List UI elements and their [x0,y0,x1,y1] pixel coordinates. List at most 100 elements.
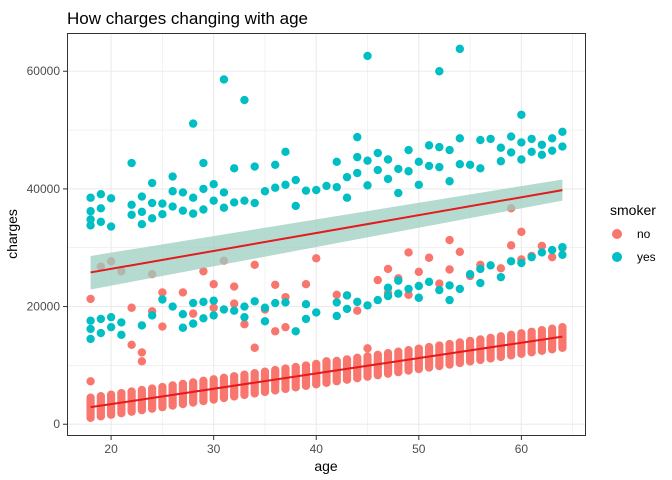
data-point-yes [106,194,116,203]
data-point-no [127,340,136,350]
data-point-no [383,349,393,358]
data-point-yes [301,300,311,309]
data-point-yes [291,175,300,185]
data-point-yes [96,204,106,213]
data-point-yes [260,303,270,312]
data-point-yes [435,67,444,76]
data-point-yes [209,311,218,320]
data-point-yes [476,135,485,145]
x-tick-label: 60 [515,442,529,456]
data-point-no [250,343,259,352]
data-point-no [332,356,341,366]
data-point-yes [188,298,198,308]
data-point-no [353,353,362,363]
data-point-no [486,333,495,343]
legend-title: smoker [610,202,656,218]
data-point-yes [158,295,167,304]
data-point-yes [558,142,567,151]
data-point-yes [168,172,177,181]
data-point-yes [240,95,249,105]
data-point-no [158,382,167,392]
data-point-yes [445,281,454,290]
data-point-yes [537,150,547,159]
data-point-no [435,279,444,288]
data-point-yes [147,311,157,320]
data-point-yes [383,283,393,292]
data-point-yes [178,323,188,332]
data-point-no [496,332,506,341]
data-point-no [445,235,454,245]
data-point-yes [394,164,403,174]
data-point-no [281,364,290,373]
data-point-no [558,322,567,332]
data-point-yes [414,293,424,302]
data-point-no [414,344,424,353]
data-point-yes [342,304,352,314]
data-point-yes [414,180,424,189]
data-point-no [312,359,321,369]
data-point-no [86,377,95,386]
data-point-yes [147,178,157,188]
data-point-yes [404,284,413,294]
data-point-yes [445,177,454,186]
data-point-yes [537,140,547,149]
data-point-yes [383,174,393,184]
data-point-yes [363,51,372,61]
data-point-yes [363,301,372,310]
data-point-yes [455,44,465,54]
y-tick-label: 60000 [27,64,61,78]
data-point-no [229,282,239,291]
data-point-yes [373,165,382,175]
data-point-yes [188,319,198,328]
data-point-yes [106,312,116,322]
data-point-yes [476,264,485,274]
points-yes-series [86,44,567,344]
data-point-yes [137,192,147,201]
data-point-yes [547,146,557,155]
data-point-yes [332,298,341,307]
data-point-no [188,309,198,318]
data-point-no [106,390,116,399]
data-point-yes [229,164,239,173]
data-point-no [137,385,147,395]
data-point-yes [332,157,341,167]
data-point-no [414,267,424,277]
data-point-yes [86,324,95,334]
data-point-no [465,336,475,346]
data-point-yes [178,188,188,197]
data-point-yes [394,188,403,198]
data-point-yes [168,202,177,211]
plot-panel [67,33,586,436]
data-point-no [209,375,218,384]
data-point-yes [127,200,136,209]
data-point-yes [168,302,177,311]
data-point-yes [353,297,362,307]
data-point-no [445,339,454,349]
data-point-yes [96,217,106,227]
data-point-yes [168,187,177,196]
data-point-yes [342,172,352,182]
data-point-yes [240,302,249,311]
data-point-no [527,327,536,336]
data-point-yes [86,221,95,230]
data-point-no [127,303,136,312]
x-tick-label: 30 [207,442,221,456]
data-point-no [240,370,249,379]
data-point-yes [158,210,167,219]
data-point-yes [353,152,362,162]
data-point-yes [219,75,229,84]
data-point-no [178,379,188,389]
data-point-yes [260,317,270,326]
data-point-yes [260,187,270,196]
legend-label-yes: yes [637,250,656,264]
data-point-yes [291,327,300,336]
data-point-yes [342,193,352,202]
legend-label-no: no [637,227,651,241]
data-point-yes [558,127,567,137]
data-point-no [342,355,352,364]
data-point-yes [229,306,239,315]
data-point-no [127,387,136,396]
data-point-yes [414,281,424,291]
data-point-yes [301,186,311,195]
data-point-yes [86,215,95,224]
